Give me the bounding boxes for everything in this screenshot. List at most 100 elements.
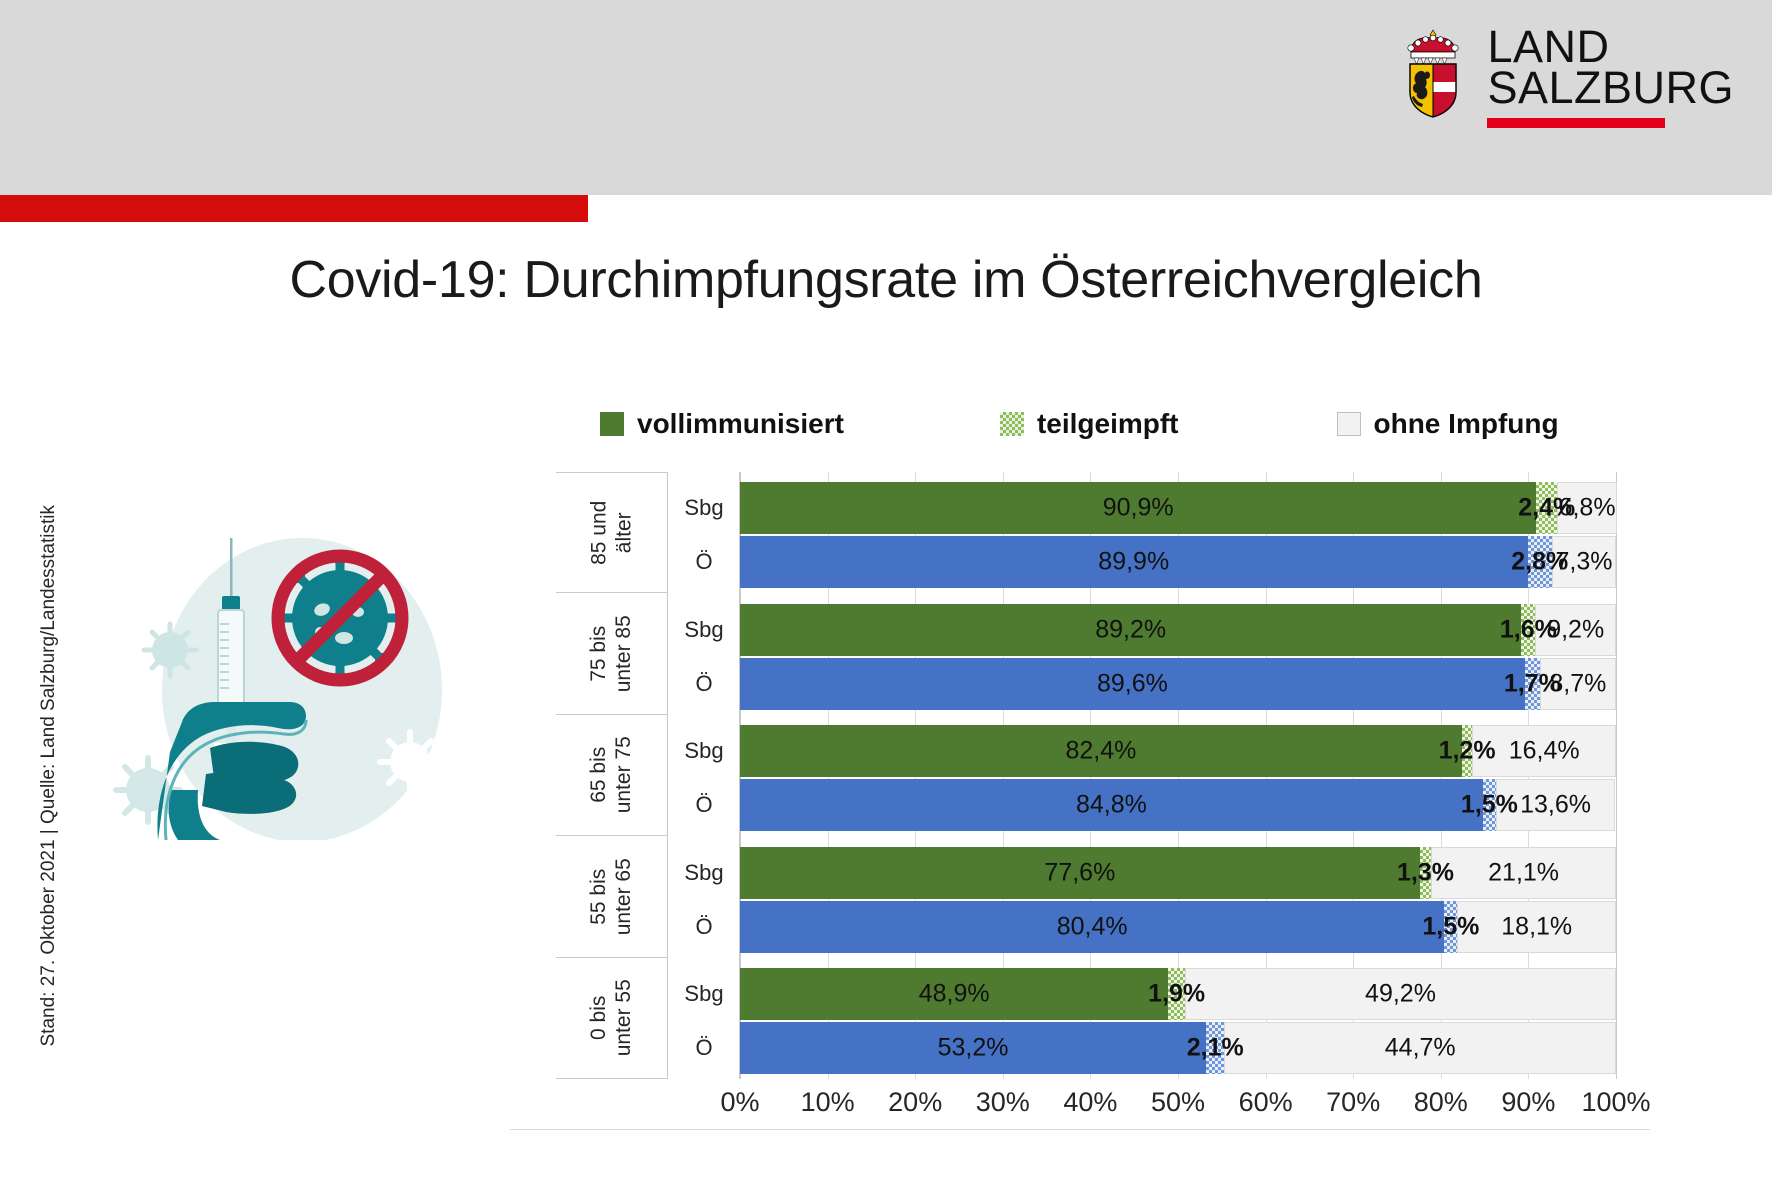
- category-label-cell: 55 bis unter 65: [556, 836, 668, 958]
- bar-row[interactable]: 89,2% 1,6% 9,2%: [740, 603, 1616, 656]
- header-red-accent: [0, 195, 588, 222]
- legend-item-teilgeimpft[interactable]: teilgeimpft: [999, 408, 1179, 440]
- segment-ohne-impfung[interactable]: [1539, 657, 1616, 710]
- logo-line-1: LAND: [1487, 21, 1610, 72]
- data-label-vollimmunisiert: 84,8%: [1075, 790, 1147, 819]
- series-label-sbg: Sbg: [684, 859, 724, 885]
- data-label-ohne-impfung: 21,1%: [1488, 858, 1560, 887]
- segment-ohne-impfung[interactable]: [1431, 846, 1616, 899]
- segment-teilgeimpft[interactable]: [1444, 900, 1458, 953]
- category-label-cell: 65 bis unter 75: [556, 715, 668, 837]
- segment-ohne-impfung[interactable]: [1472, 725, 1616, 778]
- segment-vollimmunisiert[interactable]: [740, 968, 1169, 1021]
- data-label-teilgeimpft: 1,7%: [1503, 669, 1561, 698]
- logo-underline: [1487, 117, 1666, 128]
- data-label-teilgeimpft: 1,6%: [1499, 615, 1557, 644]
- segment-teilgeimpft[interactable]: [1419, 846, 1432, 899]
- segment-teilgeimpft[interactable]: [1168, 968, 1185, 1021]
- logo-wordmark: LAND SALZBURG: [1487, 21, 1734, 128]
- bottom-divider: [510, 1129, 1650, 1130]
- data-label-vollimmunisiert: 89,6%: [1096, 669, 1168, 698]
- segment-ohne-impfung[interactable]: [1185, 968, 1616, 1021]
- category-label-cell: 85 und älter: [556, 472, 668, 594]
- data-label-ohne-impfung: 7,3%: [1555, 547, 1613, 576]
- x-tick-60: 60%: [1238, 1087, 1293, 1117]
- category-label-text: 65 bis unter 75: [587, 736, 635, 814]
- segment-teilgeimpft[interactable]: [1461, 725, 1473, 778]
- plot-area: 90,9% 2,4% 6,8% 89,9% 2,8% 7,3% 89,2% 1,6% 9,2% 8…: [740, 472, 1617, 1079]
- data-label-teilgeimpft: 2,1%: [1186, 1033, 1244, 1062]
- data-label-ohne-impfung: 18,1%: [1501, 912, 1573, 941]
- data-label-teilgeimpft: 1,2%: [1438, 736, 1496, 765]
- segment-teilgeimpft[interactable]: [1206, 1022, 1225, 1075]
- series-label-oe: Ö: [695, 792, 713, 818]
- category-label-text: 0 bis unter 55: [587, 979, 635, 1057]
- x-tick-40: 40%: [1063, 1087, 1118, 1117]
- x-tick-80: 80%: [1413, 1087, 1468, 1117]
- no-vaccination-swatch-icon: [1336, 412, 1361, 436]
- series-label-oe: Ö: [695, 670, 713, 696]
- legend-item-vollimmunisiert[interactable]: vollimmunisiert: [600, 408, 844, 440]
- category-axis-column: 85 und älter 75 bis unter 85 65 bis unter 75 5…: [556, 472, 668, 1079]
- x-tick-10: 10%: [800, 1087, 855, 1117]
- data-label-vollimmunisiert: 90,9%: [1102, 493, 1174, 522]
- data-label-vollimmunisiert: 80,4%: [1056, 912, 1128, 941]
- series-label-sbg: Sbg: [684, 738, 724, 764]
- segment-vollimmunisiert[interactable]: [740, 603, 1522, 656]
- series-label-oe: Ö: [695, 1035, 713, 1061]
- salzburg-coat-of-arms-icon: [1401, 26, 1465, 118]
- segment-vollimmunisiert[interactable]: [740, 725, 1462, 778]
- segment-teilgeimpft[interactable]: [1524, 657, 1540, 710]
- stacked-bar-chart: 85 und älter 75 bis unter 85 65 bis unter 75 5…: [556, 472, 1617, 1079]
- bar-row[interactable]: 84,8% 1,5% 13,6%: [740, 779, 1616, 832]
- data-label-ohne-impfung: 16,4%: [1508, 736, 1580, 765]
- category-label-cell: 0 bis unter 55: [556, 958, 668, 1079]
- bar-row[interactable]: 53,2% 2,1% 44,7%: [740, 1022, 1616, 1075]
- land-salzburg-logo: LAND SALZBURG: [1401, 21, 1734, 128]
- header-bar: [0, 0, 1772, 195]
- segment-ohne-impfung[interactable]: [1457, 900, 1616, 953]
- series-label-oe: Ö: [695, 549, 713, 575]
- bar-row[interactable]: 48,9% 1,9% 49,2%: [740, 968, 1616, 1021]
- data-label-teilgeimpft: 1,9%: [1148, 979, 1206, 1008]
- bar-row[interactable]: 77,6% 1,3% 21,1%: [740, 846, 1616, 899]
- bar-row[interactable]: 82,4% 1,2% 16,4%: [740, 725, 1616, 778]
- bar-row[interactable]: 80,4% 1,5% 18,1%: [740, 900, 1616, 953]
- segment-vollimmunisiert[interactable]: [740, 1022, 1207, 1075]
- x-tick-20: 20%: [888, 1087, 943, 1117]
- data-label-vollimmunisiert: 77,6%: [1044, 858, 1116, 887]
- segment-vollimmunisiert[interactable]: [740, 779, 1483, 832]
- bar-row[interactable]: 90,9% 2,4% 6,8%: [740, 482, 1617, 535]
- segment-ohne-impfung[interactable]: [1224, 1022, 1616, 1075]
- legend-item-ohne-impfung[interactable]: ohne Impfung: [1336, 408, 1559, 440]
- data-label-ohne-impfung: 13,6%: [1520, 790, 1591, 819]
- segment-teilgeimpft[interactable]: [1482, 779, 1496, 832]
- data-label-vollimmunisiert: 89,2%: [1095, 615, 1167, 644]
- segment-ohne-impfung[interactable]: [1535, 603, 1616, 656]
- category-label-text: 75 bis unter 85: [587, 615, 635, 693]
- data-label-vollimmunisiert: 53,2%: [937, 1033, 1009, 1062]
- segment-vollimmunisiert[interactable]: [740, 900, 1445, 953]
- segment-vollimmunisiert[interactable]: [740, 846, 1420, 899]
- bar-row[interactable]: 89,6% 1,7% 8,7%: [740, 657, 1616, 710]
- x-tick-90: 90%: [1501, 1087, 1556, 1117]
- page-title: Covid-19: Durchimpfungsrate im Österreic…: [289, 251, 1483, 309]
- segment-ohne-impfung[interactable]: [1552, 536, 1616, 589]
- segment-ohne-impfung[interactable]: [1495, 779, 1616, 832]
- segment-vollimmunisiert[interactable]: [740, 536, 1528, 589]
- data-label-teilgeimpft: 1,3%: [1396, 858, 1454, 887]
- segment-vollimmunisiert[interactable]: [740, 482, 1537, 535]
- data-label-ohne-impfung: 6,8%: [1558, 493, 1616, 522]
- series-label-sbg: Sbg: [684, 616, 724, 642]
- segment-vollimmunisiert[interactable]: [740, 657, 1525, 710]
- bar-row[interactable]: 89,9% 2,8% 7,3%: [740, 536, 1616, 589]
- x-tick-30: 30%: [975, 1087, 1030, 1117]
- data-label-ohne-impfung: 49,2%: [1365, 979, 1436, 1008]
- x-axis: 0% 10% 20% 30% 40% 50% 60% 70% 80% 90% 100%: [556, 1079, 1650, 1125]
- segment-teilgeimpft[interactable]: [1521, 603, 1536, 656]
- segment-teilgeimpft[interactable]: [1527, 536, 1553, 589]
- segment-ohne-impfung[interactable]: [1557, 482, 1617, 535]
- legend-label-vollimmunisiert: vollimmunisiert: [637, 408, 844, 439]
- segment-teilgeimpft[interactable]: [1536, 482, 1558, 535]
